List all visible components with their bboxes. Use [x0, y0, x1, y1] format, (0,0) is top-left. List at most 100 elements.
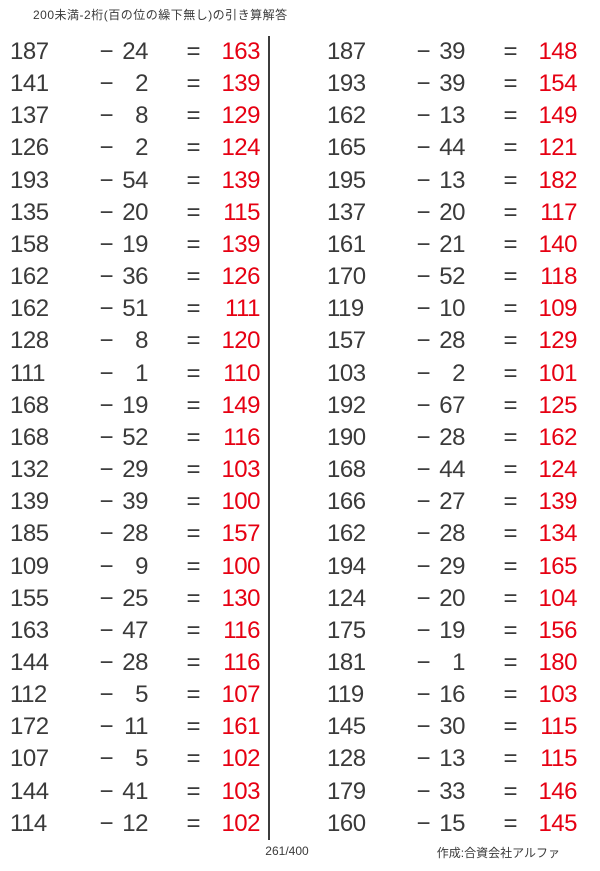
equation-row: 187 − 39 = 148 — [327, 36, 600, 68]
minuend: 155 — [10, 584, 49, 612]
subtrahend: 29 — [122, 456, 148, 484]
answer: 156 — [538, 616, 577, 644]
equals-sign: = — [503, 713, 517, 741]
subtrahend: 44 — [439, 456, 465, 484]
minus-operator: − — [416, 102, 430, 130]
minuend: 187 — [10, 38, 49, 65]
minuend: 157 — [327, 327, 366, 355]
minus-operator: − — [416, 520, 430, 548]
minuend: 165 — [327, 134, 366, 162]
minuend: 135 — [10, 198, 49, 226]
equation-row: 126 − 2 = 124 — [10, 132, 268, 164]
equation-row: 103 − 2 = 101 — [327, 358, 600, 390]
equals-sign: = — [186, 327, 200, 355]
minuend: 137 — [327, 198, 366, 226]
minus-operator: − — [416, 809, 430, 837]
answer: 124 — [538, 456, 577, 484]
equation-row: 172 − 11 = 161 — [10, 711, 268, 743]
answer: 125 — [538, 391, 577, 419]
subtrahend: 20 — [439, 198, 465, 226]
answer: 115 — [540, 745, 577, 773]
subtrahend: 33 — [439, 777, 465, 805]
answer: 115 — [540, 713, 577, 741]
equals-sign: = — [503, 198, 517, 226]
equation-column-left: 187 − 24 = 163 141 − 2 = 139 137 − 8 = 1… — [0, 36, 270, 840]
equals-sign: = — [503, 745, 517, 773]
equals-sign: = — [503, 359, 517, 387]
minuend: 114 — [10, 809, 47, 837]
equals-sign: = — [186, 520, 200, 548]
minuend: 163 — [10, 616, 49, 644]
subtrahend: 29 — [439, 552, 465, 580]
subtrahend: 27 — [439, 488, 465, 516]
equation-row: 162 − 36 = 126 — [10, 261, 268, 293]
equation-row: 168 − 52 = 116 — [10, 422, 268, 454]
equation-row: 168 − 44 = 124 — [327, 454, 600, 486]
minuend: 128 — [327, 745, 366, 773]
subtrahend: 13 — [439, 166, 465, 194]
equation-row: 175 − 19 = 156 — [327, 615, 600, 647]
minus-operator: − — [416, 198, 430, 226]
equals-sign: = — [503, 230, 517, 258]
answer: 139 — [221, 230, 260, 258]
minuend: 103 — [327, 359, 366, 387]
minuend: 161 — [327, 230, 366, 258]
equals-sign: = — [186, 359, 200, 387]
minuend: 126 — [10, 134, 49, 162]
equals-sign: = — [503, 456, 517, 484]
minuend: 162 — [10, 263, 49, 291]
equals-sign: = — [503, 809, 517, 837]
minus-operator: − — [99, 134, 113, 162]
answer: 134 — [538, 520, 577, 548]
minuend: 193 — [327, 70, 366, 98]
minus-operator: − — [99, 263, 113, 291]
equals-sign: = — [503, 102, 517, 130]
subtrahend: 52 — [439, 263, 465, 291]
minus-operator: − — [416, 713, 430, 741]
equals-sign: = — [186, 488, 200, 516]
minus-operator: − — [416, 423, 430, 451]
subtrahend: 41 — [122, 777, 148, 805]
subtrahend: 20 — [122, 198, 148, 226]
answer: 118 — [540, 263, 577, 291]
minus-operator: − — [99, 70, 113, 98]
minuend: 128 — [10, 327, 49, 355]
equation-row: 111 − 1 = 110 — [10, 358, 268, 390]
answer: 139 — [221, 70, 260, 98]
equation-row: 162 − 13 = 149 — [327, 100, 600, 132]
answer: 124 — [221, 134, 260, 162]
subtrahend: 1 — [452, 648, 465, 676]
answer: 129 — [538, 327, 577, 355]
minuend: 139 — [10, 488, 49, 516]
answer: 140 — [538, 230, 577, 258]
minuend: 190 — [327, 423, 366, 451]
subtrahend: 13 — [439, 102, 465, 130]
equation-row: 145 − 30 = 115 — [327, 711, 600, 743]
equation-row: 144 − 28 = 116 — [10, 647, 268, 679]
minus-operator: − — [416, 359, 430, 387]
minus-operator: − — [99, 456, 113, 484]
answer: 126 — [221, 263, 260, 291]
minus-operator: − — [99, 230, 113, 258]
equals-sign: = — [503, 327, 517, 355]
answer: 161 — [221, 713, 260, 741]
equation-row: 165 − 44 = 121 — [327, 132, 600, 164]
credit-text: 作成:合資会社アルファ — [436, 846, 560, 860]
minuend: 185 — [10, 520, 49, 548]
subtrahend: 21 — [439, 230, 465, 258]
equals-sign: = — [186, 681, 200, 709]
subtrahend: 54 — [122, 166, 148, 194]
minus-operator: − — [99, 295, 113, 323]
minus-operator: − — [99, 327, 113, 355]
answer: 148 — [538, 38, 577, 65]
subtrahend: 67 — [439, 391, 465, 419]
answer: 103 — [221, 456, 260, 484]
equation-row: 157 − 28 = 129 — [327, 325, 600, 357]
minus-operator: − — [416, 616, 430, 644]
answer: 149 — [221, 391, 260, 419]
equals-sign: = — [186, 391, 200, 419]
equals-sign: = — [503, 38, 517, 65]
subtrahend: 5 — [135, 745, 148, 773]
answer: 111 — [225, 295, 260, 323]
subtrahend: 10 — [439, 295, 465, 323]
